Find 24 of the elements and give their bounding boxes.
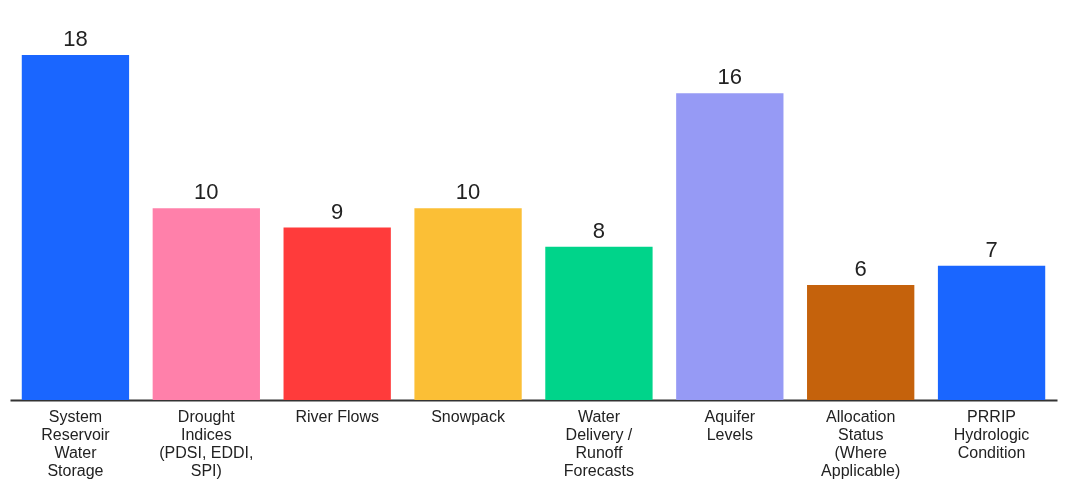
bar	[152, 208, 260, 400]
data-label: 8	[592, 217, 606, 243]
x-tick-label: Water Delivery / Runoff Forecasts	[563, 407, 635, 479]
bar	[21, 55, 130, 400]
bar	[937, 265, 1046, 400]
bar	[545, 246, 653, 400]
data-label: 16	[717, 64, 743, 90]
data-label: 18	[63, 26, 88, 51]
x-tick-label: Allocation Status (Where Applicable)	[821, 407, 901, 479]
bar	[283, 227, 391, 400]
data-label: 7	[985, 236, 998, 262]
x-tick-label: Drought Indices (PDSI, EDDI, SPI)	[159, 407, 254, 479]
x-tick-label: River Flows	[295, 407, 379, 425]
data-label: 10	[455, 179, 481, 205]
x-tick-label: Snowpack	[431, 407, 506, 425]
data-label: 9	[331, 198, 344, 224]
data-label: 6	[854, 256, 867, 281]
bar	[676, 93, 784, 400]
data-label: 10	[194, 179, 219, 205]
bar	[807, 285, 915, 400]
x-tick-label: Aquifer Levels	[704, 407, 756, 443]
x-tick-label: System Reservoir Water Storage	[41, 407, 111, 479]
x-tick-label: PRRIP Hydrologic Condition	[953, 407, 1030, 461]
bar	[414, 208, 522, 400]
